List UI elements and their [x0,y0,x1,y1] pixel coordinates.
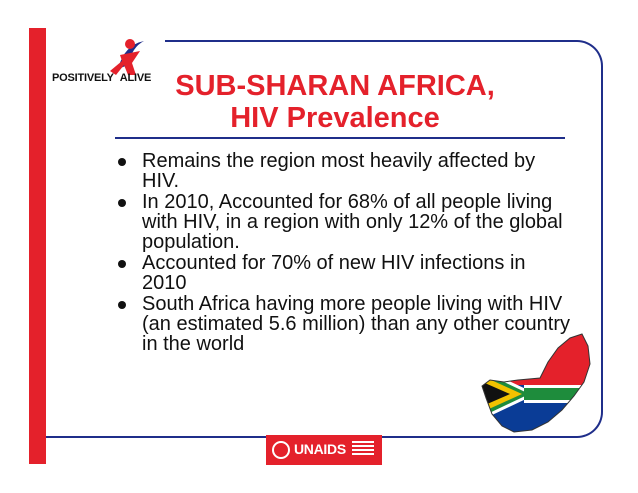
slide-title: SUB-SHARAN AFRICA, HIV Prevalence [155,70,515,134]
title-line-1: SUB-SHARAN AFRICA, [175,70,495,102]
bullet-dot-icon [118,199,126,207]
bullet-text: Accounted for 70% of new HIV infections … [142,252,526,294]
bullet-text: South Africa having more people living w… [142,293,570,355]
logo-text-right: ALIVE [119,72,152,84]
bullet-dot-icon [118,158,126,166]
bullet-text: In 2010, Accounted for 68% of all people… [142,191,563,253]
unaids-tagline-lines [352,441,374,459]
title-line-2: HIV Prevalence [230,102,440,134]
unaids-logo: UNAIDS [266,435,382,465]
person-figure-icon [110,39,144,75]
logo-text-left: POSITIVELY [52,72,114,84]
bullet-list: Remains the region most heavily affected… [112,151,572,355]
south-africa-flag-map-icon [481,333,591,433]
un-emblem-icon [272,441,290,459]
bullet-dot-icon [118,260,126,268]
unaids-name: UNAIDS [294,441,346,457]
title-underline [115,137,565,139]
bullet-dot-icon [118,301,126,309]
bullet-item: Accounted for 70% of new HIV infections … [112,253,572,293]
blue-frame [165,40,603,438]
bullet-item: South Africa having more people living w… [112,294,572,354]
bullet-item: Remains the region most heavily affected… [112,151,572,191]
red-side-band [29,28,46,464]
blue-frame-bottom-line [46,436,186,438]
logo-wordmark: POSITIVELY ALIVE [52,72,151,84]
bullet-item: In 2010, Accounted for 68% of all people… [112,192,572,252]
bullet-text: Remains the region most heavily affected… [142,150,536,192]
